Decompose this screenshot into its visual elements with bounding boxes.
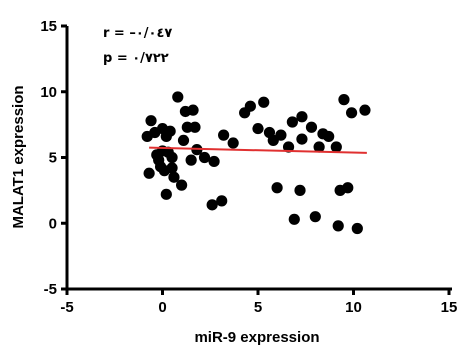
scatter-point xyxy=(145,115,157,127)
scatter-point xyxy=(206,199,218,211)
scatter-point xyxy=(160,188,172,200)
scatter-point xyxy=(185,154,197,166)
scatter-point xyxy=(252,122,264,135)
scatter-point xyxy=(313,141,325,153)
scatter-point xyxy=(216,195,228,207)
scatter-point xyxy=(258,96,270,108)
scatter-point xyxy=(168,171,180,183)
x-tick-label: -5 xyxy=(60,299,73,316)
scatter-point xyxy=(345,107,358,119)
tick-labels: -5 0 5 10 15 -5 0 5 10 15 xyxy=(40,18,457,316)
scatter-point xyxy=(359,104,371,116)
scatter-point xyxy=(323,130,335,143)
regression-line xyxy=(149,146,367,154)
scatter-point xyxy=(282,141,295,153)
data-points xyxy=(141,91,371,235)
scatter-point xyxy=(244,100,256,112)
ticks xyxy=(61,24,451,295)
scatter-point xyxy=(286,116,298,128)
scatter-point xyxy=(198,151,211,164)
y-tick-label: 10 xyxy=(40,84,57,101)
scatter-point xyxy=(166,151,178,164)
scatter-point xyxy=(296,111,308,123)
scatter-point xyxy=(338,94,350,106)
scatter-point xyxy=(275,129,287,141)
scatter-point xyxy=(176,179,188,191)
x-tick-label: 10 xyxy=(345,299,362,316)
r-value-label: r = –۰/۰٤٧ xyxy=(103,26,172,41)
scatter-point xyxy=(296,133,308,145)
scatter-point xyxy=(271,182,283,194)
y-tick-label: -5 xyxy=(44,281,57,298)
stats-annotation: r = –۰/۰٤٧ p = ۰/٧٢٢ xyxy=(103,26,172,66)
scatter-point xyxy=(164,125,176,137)
x-tick-label: 5 xyxy=(254,299,262,316)
scatter-point xyxy=(305,121,318,133)
x-tick-label: 0 xyxy=(158,299,166,316)
scatter-point xyxy=(309,211,321,223)
y-tick-label: 0 xyxy=(49,215,57,232)
scatter-point xyxy=(189,121,201,133)
scatter-point xyxy=(227,137,239,149)
scatter-point xyxy=(294,184,306,196)
scatter-point xyxy=(208,155,220,168)
scatter-point xyxy=(143,167,155,179)
scatter-point xyxy=(177,134,190,147)
scatter-point xyxy=(166,162,178,174)
scatter-point xyxy=(288,213,300,225)
x-tick-label: 15 xyxy=(441,299,458,316)
scatter-point xyxy=(342,182,354,194)
scatter-point xyxy=(351,222,363,235)
p-value-label: p = ۰/٧٢٢ xyxy=(103,51,169,66)
scatter-point xyxy=(187,104,199,116)
x-axis-title: miR-9 expression xyxy=(194,329,319,345)
scatter-point xyxy=(172,91,184,103)
y-tick-label: 5 xyxy=(49,150,57,167)
scatter-point xyxy=(330,141,342,153)
scatter-point xyxy=(332,220,344,232)
y-tick-label: 15 xyxy=(40,18,57,35)
y-axis-title: MALAT1 expression xyxy=(10,85,27,228)
scatter-point xyxy=(218,129,230,141)
